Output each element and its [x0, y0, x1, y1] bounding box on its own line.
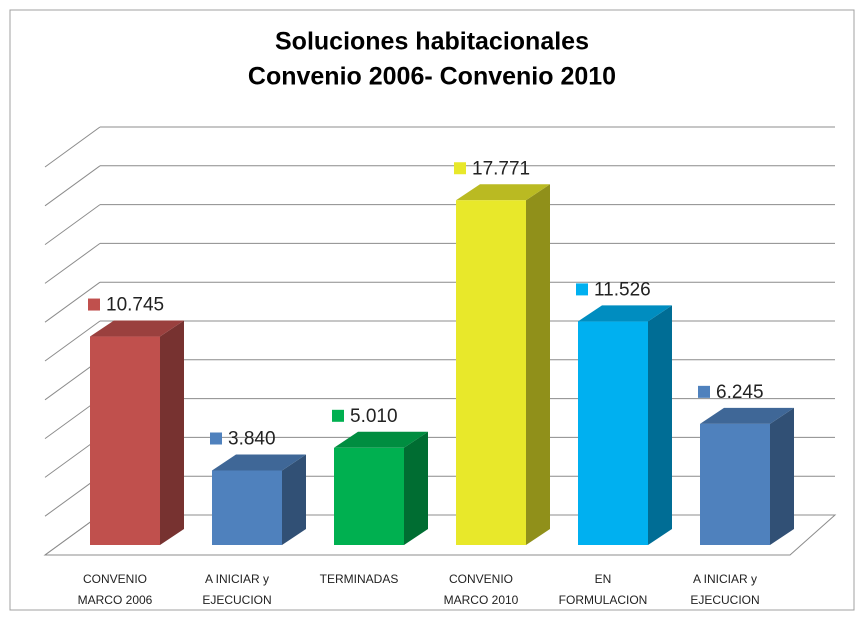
grid-line — [44, 126, 101, 168]
x-tick-label: FORMULACION — [559, 593, 648, 607]
value-label-key — [698, 385, 710, 398]
grid-line — [44, 242, 101, 284]
bar — [456, 184, 550, 545]
x-tick-label: CONVENIO — [449, 572, 513, 586]
bar-front — [456, 200, 526, 545]
bar — [700, 407, 794, 545]
bar-top — [90, 320, 184, 337]
bar-top — [456, 184, 550, 201]
value-label-key — [576, 283, 588, 296]
x-tick-label: CONVENIO — [83, 572, 147, 586]
bar-front — [578, 321, 648, 545]
value-label: 11.526 — [594, 279, 651, 300]
bar-side — [160, 320, 184, 545]
bar-top — [700, 407, 794, 424]
value-label-key — [332, 409, 344, 422]
x-tick-label: A INICIAR y — [693, 572, 757, 586]
bar — [212, 454, 306, 545]
bar — [578, 305, 672, 545]
bar-side — [404, 431, 428, 545]
value-label-key — [210, 432, 222, 445]
grid-line — [44, 281, 101, 323]
x-tick-label: EN — [595, 572, 612, 586]
value-label: 5.010 — [350, 406, 398, 427]
x-tick-label: EJECUCION — [690, 593, 759, 607]
bar-front — [700, 423, 770, 545]
bar-front — [90, 336, 160, 545]
bar-side — [282, 454, 306, 545]
value-label: 6.245 — [716, 382, 764, 403]
value-label-key — [88, 298, 100, 311]
value-label-key — [454, 162, 466, 175]
grid-line — [44, 204, 101, 246]
bar-front — [212, 470, 282, 545]
value-label: 3.840 — [228, 429, 276, 450]
grid-line — [44, 320, 101, 362]
bar-top — [578, 305, 672, 322]
bar-side — [648, 305, 672, 545]
x-tick-label: A INICIAR y — [205, 572, 269, 586]
bar-top — [334, 431, 428, 448]
bar-top — [212, 454, 306, 471]
bar-side — [526, 184, 550, 545]
chart-title: Convenio 2006- Convenio 2010 — [248, 63, 616, 91]
x-tick-label: MARCO 2010 — [444, 593, 519, 607]
bar — [90, 320, 184, 545]
bar-front — [334, 447, 404, 545]
x-tick-label: MARCO 2006 — [78, 593, 153, 607]
x-tick-label: EJECUCION — [202, 593, 271, 607]
bar — [334, 431, 428, 545]
bar-side — [770, 407, 794, 545]
chart-title: Soluciones habitacionales — [275, 28, 589, 56]
floor — [43, 514, 837, 556]
value-label: 17.771 — [472, 158, 530, 179]
x-tick-label: TERMINADAS — [320, 572, 399, 586]
grid-line — [44, 165, 101, 207]
value-label: 10.745 — [106, 295, 164, 316]
